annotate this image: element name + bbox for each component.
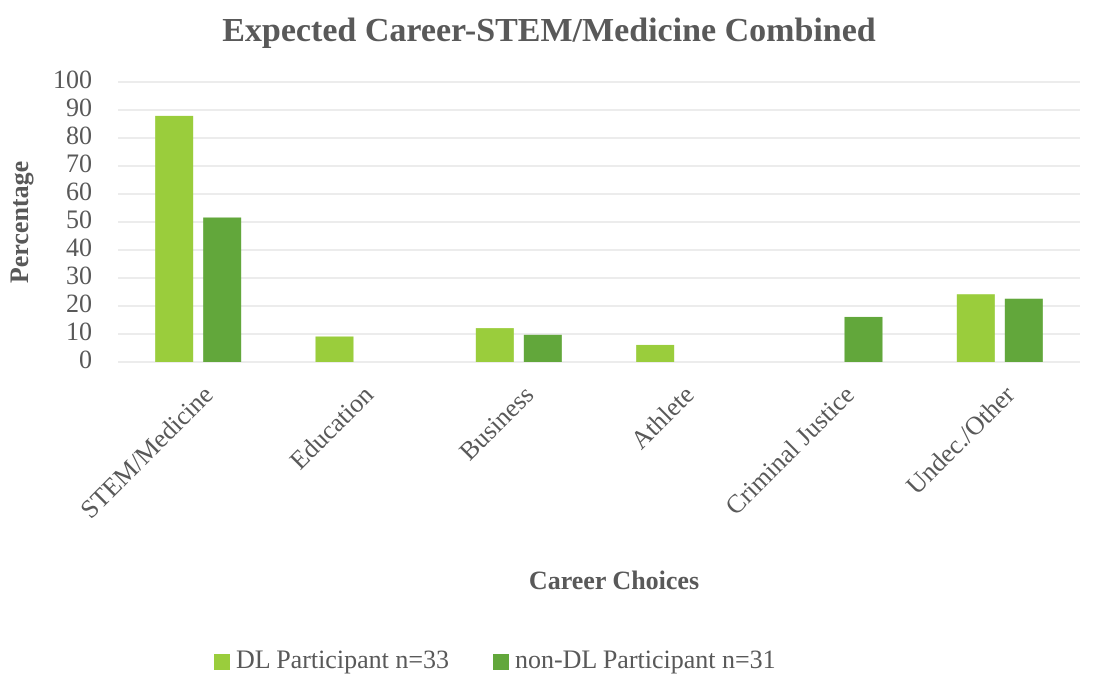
y-tick-label: 90	[66, 93, 92, 122]
y-tick-label: 10	[66, 317, 92, 346]
bar	[475, 328, 514, 362]
legend-label: DL Participant n=33	[236, 645, 449, 674]
legend-label: non-DL Participant n=31	[515, 645, 776, 674]
bar	[155, 115, 194, 362]
bar	[1004, 298, 1043, 362]
y-tick-label: 50	[66, 205, 92, 234]
x-tick-label: STEM/Medicine	[75, 380, 219, 524]
y-tick-label: 40	[66, 233, 92, 262]
bar	[956, 294, 995, 362]
y-axis-label: Percentage	[5, 161, 34, 283]
y-tick-label: 60	[66, 177, 92, 206]
chart-title: Expected Career-STEM/Medicine Combined	[222, 12, 876, 49]
y-tick-label: 20	[66, 289, 92, 318]
bar	[315, 336, 354, 362]
bar	[203, 217, 242, 362]
x-tick-label: Education	[284, 380, 379, 475]
y-tick-label: 30	[66, 261, 92, 290]
x-axis-label: Career Choices	[529, 566, 699, 595]
legend-swatch	[214, 654, 230, 670]
x-tick-label: Athlete	[625, 380, 700, 455]
bar	[523, 334, 562, 362]
x-tick-label: Business	[453, 380, 539, 466]
y-tick-label: 70	[66, 149, 92, 178]
y-tick-label: 0	[79, 345, 92, 374]
x-tick-label: Undec./Other	[900, 380, 1020, 500]
y-tick-label: 100	[53, 65, 92, 94]
x-tick-label: Criminal Justice	[719, 380, 860, 521]
y-tick-label: 80	[66, 121, 92, 150]
legend-swatch	[493, 654, 509, 670]
bar	[636, 344, 675, 362]
bar	[844, 316, 883, 362]
